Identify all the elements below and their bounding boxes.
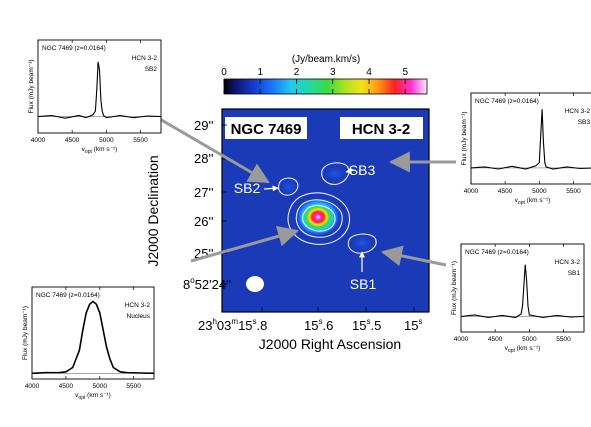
colorbar: (Jy/beam.km/s) 0 1 2 3 4 5 — [221, 54, 428, 95]
panel-xtick-label: 5000 — [93, 383, 108, 390]
map-title-left: NGC 7469 — [231, 121, 302, 138]
spectrum-panel-nucleus: NGC 7469 (z=0.0164) HCN 3-2 Nucleus 4000 450… — [22, 286, 155, 401]
ra-axis-label: J2000 Right Ascension — [259, 336, 401, 352]
arrow-to-sb1 — [380, 245, 447, 267]
panel-xlabel: vopt (km s⁻¹) — [75, 392, 111, 401]
panel-xtick-label: 4000 — [464, 188, 479, 195]
intensity-map: NGC 7469 HCN 3-2 SB3 SB2 SB1 — [221, 108, 430, 313]
colorbar-tick-labels: 0 1 2 3 4 5 — [221, 67, 408, 78]
panel-header: NGC 7469 (z=0.0164) — [36, 292, 100, 299]
spectrum-line — [460, 264, 585, 319]
contour-nucleus-mid — [295, 199, 343, 238]
ra-tick-3: 15s — [404, 317, 422, 333]
panel-frame — [37, 39, 162, 134]
panel-header: NGC 7469 (z=0.0164) — [475, 98, 539, 105]
ra-tick-1: 15s.6 — [304, 317, 333, 333]
panel-xtick-label: 5000 — [99, 137, 114, 144]
dec-tick-27: 27'' — [194, 185, 213, 200]
spectrum-line — [31, 300, 155, 375]
arrow-to-nucleus — [190, 226, 300, 263]
contours — [278, 162, 377, 254]
panel-xtick-label: 4000 — [25, 383, 40, 390]
colorbar-tick-label: 5 — [402, 67, 408, 78]
contour-sb2 — [278, 177, 299, 196]
region-label-sb2: SB2 — [234, 180, 261, 196]
dec-tick-26: 26'' — [194, 214, 213, 229]
panel-header: NGC 7469 (z=0.0164) — [465, 249, 529, 256]
panel-xtick-label: 5500 — [133, 137, 148, 144]
panel-xtick-label: 5500 — [566, 188, 581, 195]
spectrum-panel-sb2: NGC 7469 (z=0.0164) HCN 3-2 SB2 4000 4500 500… — [28, 39, 162, 155]
spectrum-line — [470, 109, 591, 170]
colorbar-tick-marks — [223, 79, 406, 94]
colorbar-tick-label: 2 — [294, 67, 300, 78]
arrow-to-sb2 — [157, 116, 270, 184]
map-title-right: HCN 3-2 — [352, 121, 410, 138]
colorbar-tick-label: 1 — [257, 67, 263, 78]
panel-frame — [460, 243, 585, 333]
panel-ylabel: Flux (mJy beam⁻¹) — [22, 306, 29, 360]
contour-nucleus-outer — [287, 192, 351, 245]
panel-line-label: HCN 3-2 — [132, 55, 158, 62]
map-title-right-box — [340, 117, 423, 139]
panel-xlabel: vopt (km s⁻¹) — [82, 146, 118, 155]
panel-xtick-label: 4500 — [65, 137, 80, 144]
colorbar-tick-label: 3 — [330, 67, 336, 78]
panel-line-label: HCN 3-2 — [565, 108, 591, 115]
panel-ylabel: Flux (mJy beam⁻¹) — [451, 261, 458, 315]
dec-tick-origin: 8o52'24'' — [183, 276, 231, 292]
region-label-sb1: SB1 — [350, 276, 377, 292]
ra-tick-2: 15s.5 — [352, 317, 381, 333]
contour-sb3 — [321, 162, 350, 185]
emission-sb2 — [278, 178, 300, 196]
panel-xtick-label: 5000 — [532, 188, 547, 195]
panel-region-label: SB1 — [568, 270, 581, 277]
colorbar-tick-label: 4 — [366, 67, 372, 78]
panel-line-label: HCN 3-2 — [125, 302, 151, 309]
dec-axis: 29'' 28'' 27'' 26'' 25'' 8o52'24'' J2000… — [145, 118, 231, 292]
connector-arrows — [157, 116, 456, 267]
panel-xlabel: vopt (km s⁻¹) — [505, 345, 541, 354]
panel-ylabel: Flux (mJy beam⁻¹) — [28, 60, 35, 114]
region-arrow-sb2 — [263, 185, 279, 192]
map-title-left-box — [225, 117, 307, 139]
colorbar-gradient — [223, 78, 428, 95]
spectrum-panel-sb3: NGC 7469 (z=0.0164) HCN 3-2 SB3 4000 4500 500… — [461, 92, 591, 206]
region-label-sb3: SB3 — [349, 162, 376, 178]
ra-tick-0: 23h03m15s.8 — [198, 317, 267, 333]
dec-axis-label: J2000 Declination — [145, 155, 161, 266]
panel-xtick-label: 4500 — [498, 188, 513, 195]
panel-xtick-label: 5500 — [126, 383, 141, 390]
panel-region-label: SB3 — [578, 119, 591, 126]
panel-xtick-label: 5500 — [556, 336, 571, 343]
panel-ylabel: Flux (mJy beam⁻¹) — [461, 112, 468, 166]
colorbar-label: (Jy/beam.km/s) — [292, 54, 360, 65]
panel-line-label: HCN 3-2 — [555, 259, 581, 266]
panel-xtick-label: 4500 — [59, 383, 74, 390]
colorbar-tick-label: 0 — [221, 67, 227, 78]
panel-xtick-label: 4500 — [488, 336, 503, 343]
spectrum-panel-sb1: NGC 7469 (z=0.0164) HCN 3-2 SB1 4000 4500 500… — [451, 243, 585, 354]
panel-xtick-label: 4000 — [31, 137, 46, 144]
panel-frame — [470, 92, 591, 185]
ra-axis: 23h03m15s.8 15s.6 15s.5 15s J2000 Right … — [198, 317, 422, 352]
beam-ellipse — [246, 276, 264, 292]
emission-sb1 — [348, 233, 376, 253]
contour-nucleus-inner — [302, 205, 336, 232]
panel-region-label: Nucleus — [127, 313, 151, 320]
spectrum-line — [37, 61, 162, 119]
panel-region-label: SB2 — [145, 66, 158, 73]
dec-tick-29: 29'' — [194, 118, 213, 133]
panel-header: NGC 7469 (z=0.0164) — [42, 45, 106, 52]
dec-tick-28: 28'' — [194, 151, 213, 166]
emission-sb3 — [321, 164, 349, 184]
panel-xtick-label: 4000 — [454, 336, 469, 343]
panel-xtick-label: 5000 — [522, 336, 537, 343]
region-arrow-sb3 — [345, 167, 355, 174]
contour-sb1 — [347, 233, 377, 254]
panel-xlabel: vopt (km s⁻¹) — [515, 197, 551, 206]
